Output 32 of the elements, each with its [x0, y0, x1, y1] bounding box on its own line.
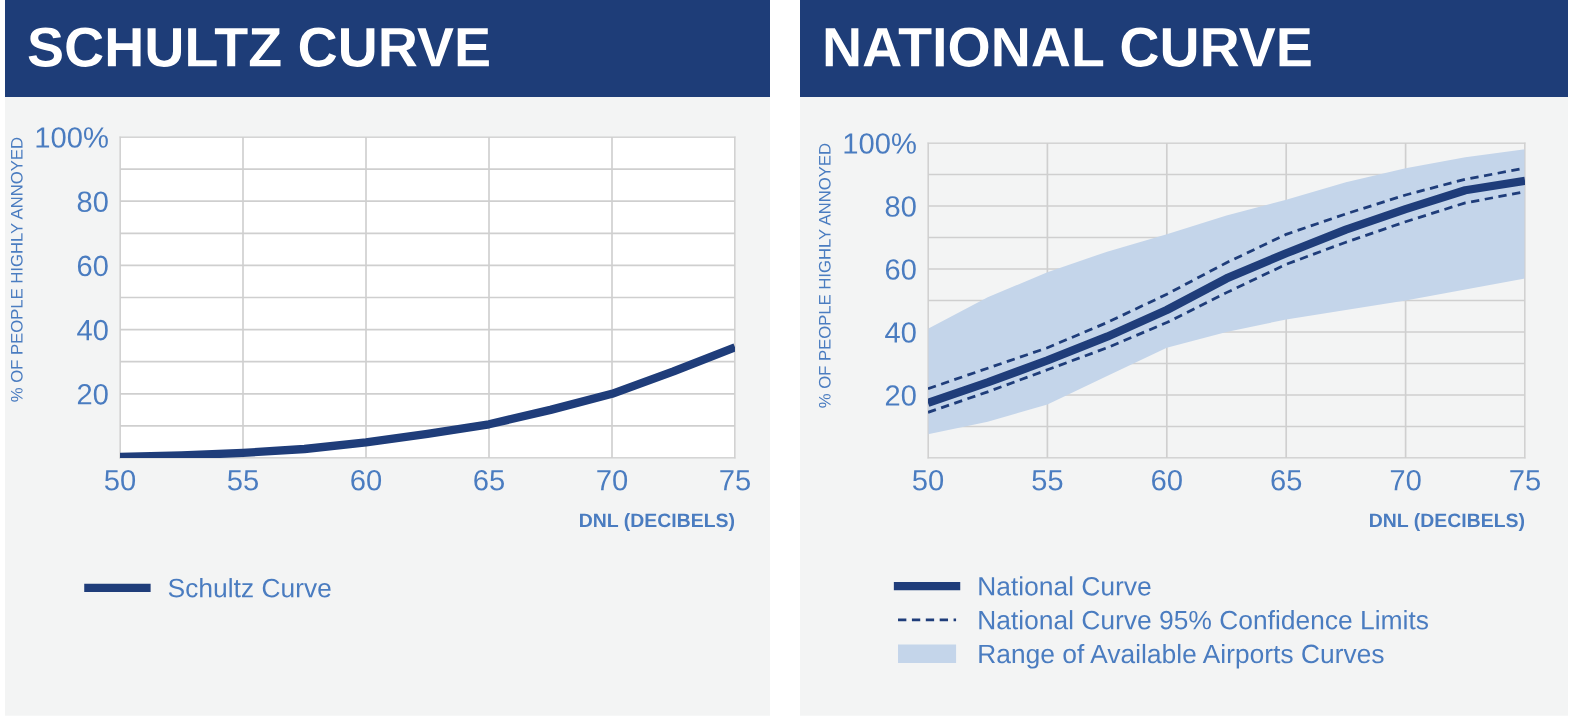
y-tick-label: 40	[885, 322, 916, 343]
x-tick-label: 70	[1390, 469, 1421, 491]
x-tick-label: 75	[1510, 470, 1540, 491]
chart-title: NATIONAL CURVE	[825, 27, 1311, 67]
y-tick-label: 60	[77, 255, 108, 277]
y-tick-label: 20	[885, 385, 916, 406]
y-tick-label: 100%	[844, 133, 916, 154]
y-tick-label: 100%	[36, 127, 108, 148]
legend-label: Schultz Curve	[168, 578, 331, 598]
y-axis-title: % OF PEOPLE HIGHLY ANNOYED	[10, 137, 23, 402]
y-tick-label: 80	[77, 191, 108, 213]
x-tick-label: 50	[912, 469, 944, 491]
x-axis-title: DNL (DECIBELS)	[580, 512, 735, 532]
y-tick-label: 20	[77, 384, 108, 405]
legend-label: National Curve	[979, 576, 1151, 596]
legend-label: National Curve 95% Confidence Limits	[979, 610, 1428, 630]
chart-title: SCHULTZ CURVE	[28, 27, 489, 67]
x-tick-label: 60	[351, 469, 382, 491]
x-tick-label: 65	[1271, 469, 1302, 491]
y-axis-title: % OF PEOPLE HIGHLY ANNOYED	[818, 143, 831, 408]
x-axis-title: DNL (DECIBELS)	[1370, 512, 1525, 532]
x-tick-label: 60	[1152, 469, 1182, 491]
y-tick-label: 80	[885, 196, 916, 217]
legend-label: Range of Available Airports Curves	[979, 643, 1384, 669]
x-tick-label: 55	[1032, 470, 1063, 491]
x-tick-label: 75	[720, 470, 750, 491]
x-tick-label: 55	[227, 470, 258, 491]
x-tick-label: 50	[104, 469, 136, 491]
y-tick-label: 40	[77, 319, 108, 341]
x-tick-label: 65	[474, 469, 504, 491]
y-tick-label: 60	[885, 259, 916, 280]
x-tick-label: 70	[597, 469, 628, 491]
